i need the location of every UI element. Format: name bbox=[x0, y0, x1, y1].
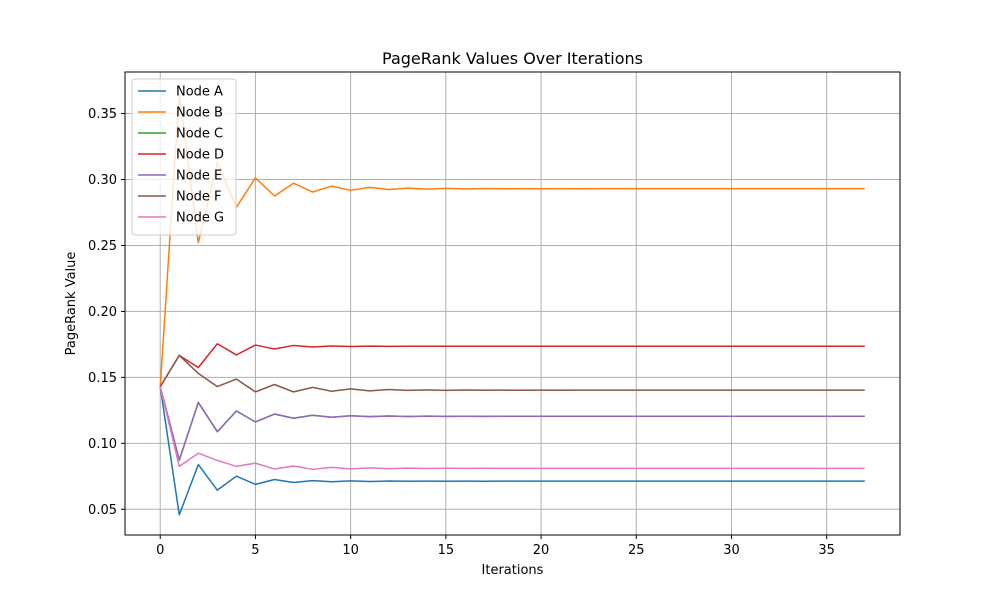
legend-label-node-f: Node F bbox=[176, 190, 222, 205]
legend-label-node-c: Node C bbox=[176, 127, 223, 142]
y-tick-label: 0.25 bbox=[88, 239, 117, 254]
x-tick-label: 20 bbox=[533, 543, 550, 558]
x-axis-label: Iterations bbox=[482, 563, 544, 578]
series-line-node-f bbox=[159, 354, 865, 393]
y-tick-label: 0.20 bbox=[88, 305, 117, 320]
legend-label-node-b: Node B bbox=[176, 106, 223, 121]
plot-frame bbox=[124, 71, 901, 536]
y-tick-label: 0.05 bbox=[88, 503, 117, 518]
x-tick-label: 5 bbox=[251, 543, 259, 558]
series-line-node-b bbox=[159, 92, 865, 387]
plot-area: 0 5 10 15 20 25 30 35 0.050.100.150.200.250.300… bbox=[88, 71, 901, 558]
series-line-node-e bbox=[159, 386, 865, 461]
x-tick-label: 25 bbox=[628, 543, 645, 558]
series-line-node-d bbox=[159, 342, 865, 388]
x-tick-label: 0 bbox=[156, 543, 164, 558]
plot-background bbox=[125, 72, 900, 535]
y-tick-label: 0.10 bbox=[88, 437, 117, 452]
series-lines bbox=[159, 92, 865, 516]
x-tick-label: 15 bbox=[438, 543, 455, 558]
x-tick-label: 10 bbox=[342, 543, 359, 558]
series-line-node-g bbox=[159, 386, 865, 471]
y-axis-label: PageRank Value bbox=[64, 252, 79, 356]
legend-label-node-e: Node E bbox=[176, 169, 222, 184]
series-line-node-a bbox=[159, 386, 865, 516]
legend-label-node-g: Node G bbox=[176, 211, 224, 226]
y-tick-label: 0.35 bbox=[88, 107, 117, 122]
legend-label-node-a: Node A bbox=[176, 85, 223, 100]
x-tick-label: 30 bbox=[723, 543, 740, 558]
y-tick-label: 0.15 bbox=[88, 371, 117, 386]
x-tick-label: 35 bbox=[818, 543, 835, 558]
chart-title: PageRank Values Over Iterations bbox=[382, 49, 643, 68]
x-axis-ticks: 0 5 10 15 20 25 30 35 bbox=[156, 535, 835, 558]
grid bbox=[125, 72, 900, 535]
legend-label-node-d: Node D bbox=[176, 148, 224, 163]
legend: Node A Node B Node C Node D Node E Node F Node… bbox=[131, 78, 237, 236]
y-tick-label: 0.30 bbox=[88, 173, 117, 188]
y-axis-ticks: 0.05 0.10 0.15 0.20 0.25 0.30 0.35 bbox=[88, 107, 125, 518]
